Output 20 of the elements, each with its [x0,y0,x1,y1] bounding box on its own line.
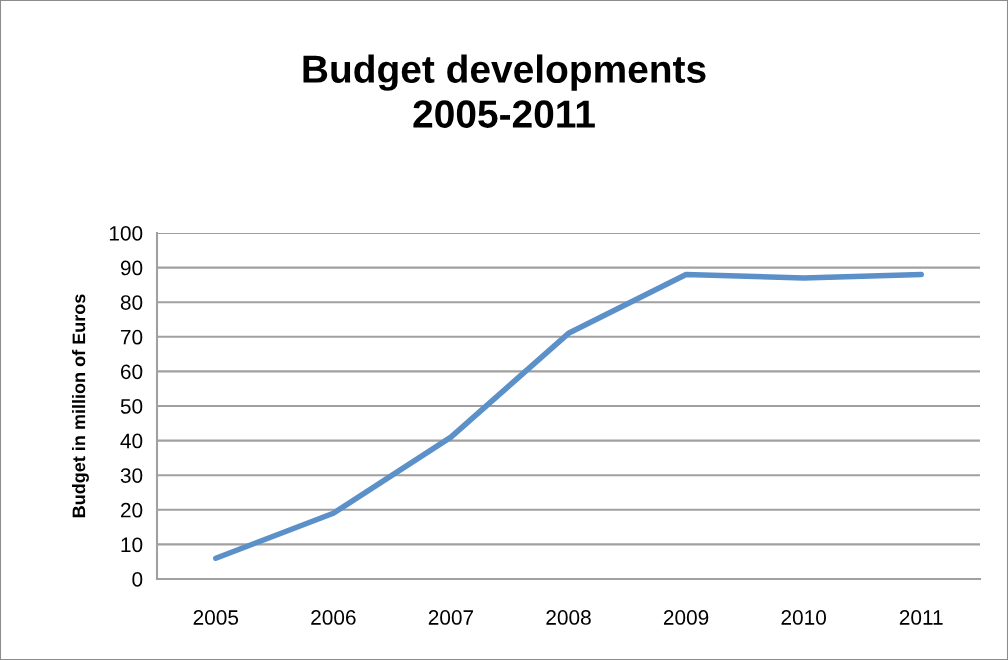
y-tick-label: 60 [121,364,143,380]
y-tick-label: 10 [121,537,143,553]
x-tick-label: 2011 [899,610,943,625]
x-tick-label: 2006 [311,610,356,625]
y-tick-label: 50 [120,399,143,414]
x-tick-label: 2005 [193,610,239,625]
y-tick-label: 30 [120,468,143,483]
y-tick-label: 80 [120,295,143,310]
y-tick-label: 70 [121,329,143,345]
y-tick-label: 20 [120,502,143,518]
y-axis-title: Budget in million of Euros [72,294,89,518]
y-tick-label: 90 [120,260,143,276]
y-tick-label: 100 [109,226,143,241]
x-tick-label: 2010 [781,610,826,625]
chart-title: Budget developments 2005-2011 [303,54,706,128]
x-tick-label: 2009 [663,610,709,625]
y-tick-label: 0 [132,572,143,587]
y-tick-label: 40 [120,433,143,449]
x-tick-label: 2007 [428,610,474,625]
x-tick-label: 2008 [546,610,591,625]
